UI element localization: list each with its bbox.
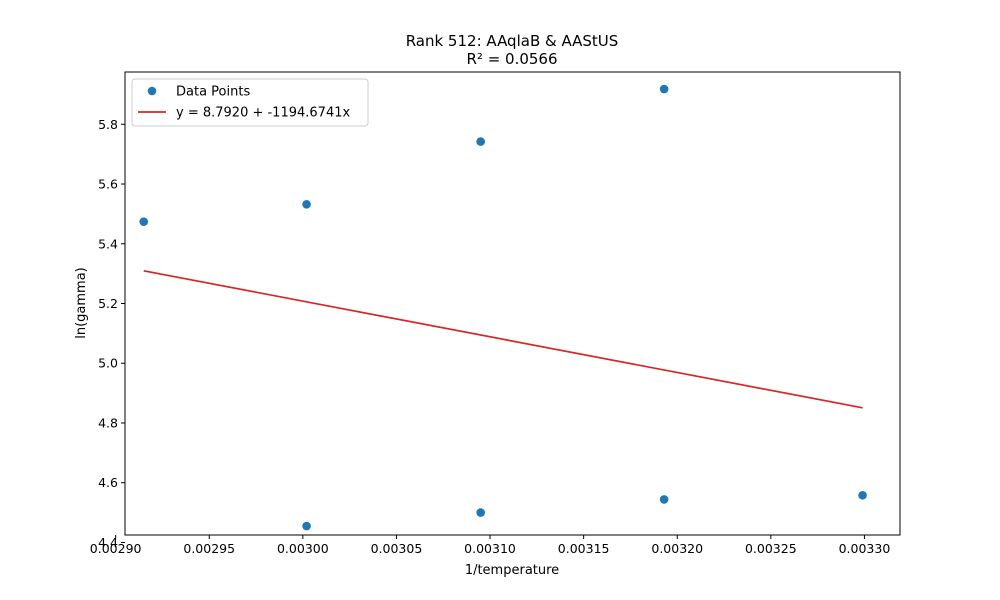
y-tick-label: 4.4 [98,535,118,550]
x-tick-label: 0.00325 [745,541,797,556]
legend-box [131,78,369,127]
legend-label-points: Data Points [176,85,250,100]
legend-label-fit: y = 8.7920 + -1194.6741x [176,106,350,121]
x-tick-label: 0.00305 [371,541,423,556]
y-tick-label: 5.0 [98,356,118,371]
y-axis-label: ln(gamma) [74,267,89,339]
data-point [139,217,149,226]
x-tick-label: 0.00320 [651,541,703,556]
data-point [659,84,669,94]
legend: Data Points y = 8.7920 + -1194.6741x [131,78,369,127]
data-point [476,137,485,146]
y-tick-label: 4.6 [98,475,118,490]
y-tick-label: 5.8 [98,117,118,132]
plot-frame [124,71,901,536]
x-tick-label: 0.00295 [183,541,235,556]
y-tick-label: 4.8 [98,415,118,430]
y-tick-label: 5.6 [98,177,118,192]
x-tick-label: 0.00290 [90,541,142,556]
x-tick-label: 0.00330 [839,541,891,556]
data-point [302,521,311,531]
y-tick-label: 5.4 [98,236,118,251]
y-tick-label: 5.2 [98,296,118,311]
chart-title: Rank 512: AAqlaB & AAStUS [406,32,619,50]
chart-subtitle: R² = 0.0566 [466,50,557,68]
x-tick-label: 0.00315 [558,541,610,556]
data-point [659,495,669,504]
data-point [476,508,485,517]
x-axis-label: 1/temperature [465,563,559,578]
fit-line-layer [143,269,863,409]
x-axis: 0.00290 0.00295 0.00300 0.00305 0.00310 0.003… [90,535,891,556]
y-axis: 4.4 4.6 4.8 5.0 5.2 5.4 5.6 5.8 [98,117,125,550]
fit-line [143,269,863,409]
legend-marker-points [147,86,157,96]
x-tick-label: 0.00310 [464,541,516,556]
x-tick-label: 0.00300 [277,541,329,556]
data-point [858,490,867,500]
points-layer [139,84,867,531]
data-point [302,200,311,209]
